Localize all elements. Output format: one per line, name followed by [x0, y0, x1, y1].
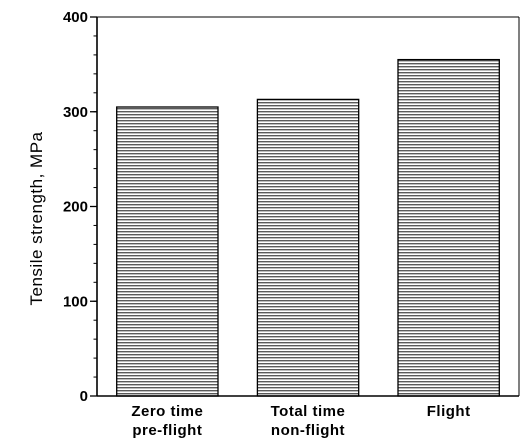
y-tick-label: 100 [63, 293, 88, 310]
category-label-line: Total time [271, 403, 346, 420]
bar [397, 58, 500, 397]
category-label: Zero time pre-flight [131, 403, 203, 439]
category-label-line: pre-flight [132, 422, 202, 439]
category-label-line: Zero time [131, 403, 203, 420]
bars [116, 58, 500, 397]
bar [116, 106, 219, 397]
y-tick-label: 300 [63, 104, 88, 121]
y-axis: 0 100 200 300 400 [63, 9, 519, 405]
category-label: Total time non-flight [271, 403, 346, 439]
plot-area [97, 16, 520, 396]
x-axis-labels: Zero time pre-flight Total time non-flight F… [131, 403, 470, 439]
y-tick-label: 400 [63, 9, 88, 26]
category-label-line: non-flight [271, 422, 345, 439]
category-label-line: Flight [427, 403, 471, 420]
y-tick-label: 0 [80, 388, 88, 405]
y-tick-label: 200 [63, 199, 88, 216]
y-axis-title: Tensile strength, MPa [27, 131, 46, 305]
bar [256, 98, 360, 397]
category-label: Flight [427, 403, 471, 420]
